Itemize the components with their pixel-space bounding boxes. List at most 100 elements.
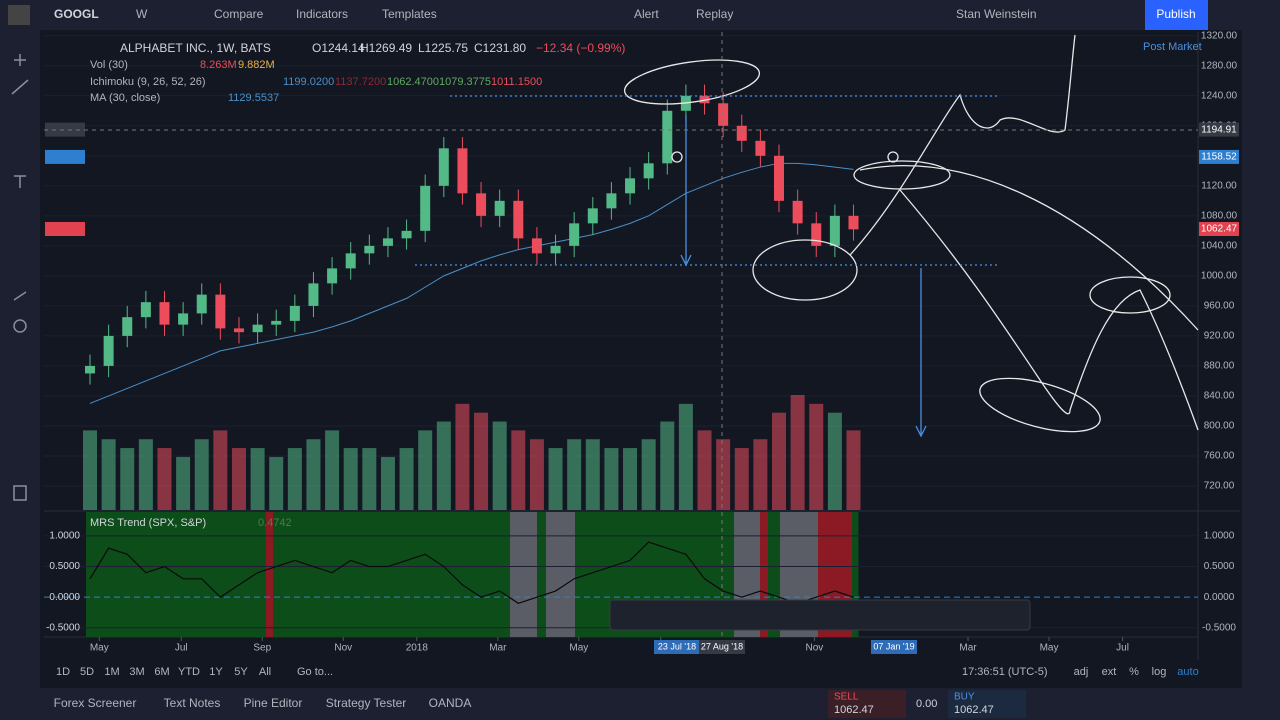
range-button[interactable]: All (259, 666, 271, 678)
avatar[interactable] (8, 5, 30, 25)
buy-label[interactable]: BUY (954, 692, 975, 703)
x-tick-label: Sep (253, 643, 271, 654)
study-value: 1062.4700 (387, 76, 439, 88)
study-value: 8.263M (200, 59, 237, 71)
range-buttons: 1D 5D 1M 3M 6M YTD 1Y 5Y All (56, 666, 271, 678)
ohlc-low: L1225.75 (418, 41, 468, 55)
scale-option[interactable]: log (1152, 666, 1167, 678)
publish-bg[interactable] (1145, 0, 1208, 30)
measure-tool[interactable] (13, 291, 27, 301)
panel-tab[interactable]: OANDA (429, 696, 472, 710)
sell-price[interactable]: 1062.47 (834, 704, 874, 716)
alert-button[interactable]: Alert (634, 7, 659, 21)
symbol[interactable]: GOOGL (54, 7, 99, 21)
range-button[interactable]: 1D (56, 666, 70, 678)
y-tick-label: 0.0000 (1204, 592, 1235, 603)
y-tick-label: 1080.00 (1201, 210, 1238, 221)
volume-bar (306, 439, 321, 510)
neutral-shading (510, 512, 537, 637)
y-tick-label: 1240.00 (1201, 90, 1238, 101)
text-tool[interactable] (14, 175, 26, 188)
left-toolbar (0, 30, 40, 690)
trash-tool[interactable] (13, 485, 27, 501)
y-tick-label: 1.0000 (1204, 531, 1235, 542)
ellipse (979, 377, 1101, 433)
zoom-tool[interactable] (13, 319, 27, 333)
volume-bar (678, 403, 693, 510)
range-button[interactable]: 6M (154, 666, 169, 678)
drawings (623, 34, 1199, 433)
scale-option[interactable]: auto (1177, 666, 1198, 678)
panel-tab[interactable]: Text Notes (164, 696, 221, 710)
volume-bar (83, 430, 97, 510)
range-button[interactable]: 3M (129, 666, 144, 678)
candle-body (569, 223, 580, 246)
panel-tab[interactable]: Pine Editor (244, 696, 303, 710)
post-market[interactable]: Post Market (1143, 41, 1202, 53)
scale-option[interactable]: % (1129, 666, 1139, 678)
volume-bar (548, 448, 563, 510)
volume-bar (436, 421, 451, 510)
symbol-title: ALPHABET INC., 1W, BATS (120, 41, 271, 55)
y-tick-label: 840.00 (1204, 391, 1235, 402)
range-button[interactable]: YTD (178, 666, 200, 678)
candle-body (401, 230, 412, 239)
y-tick-label: 0.5000 (1204, 561, 1235, 572)
range-button[interactable]: 5Y (234, 666, 248, 678)
range-button[interactable]: 1Y (209, 666, 223, 678)
sell-box[interactable] (828, 690, 906, 718)
volume-bar (734, 448, 749, 510)
indicators-button[interactable]: Indicators (296, 7, 348, 21)
compare-button[interactable]: Compare (214, 7, 264, 21)
candle-body (215, 294, 226, 329)
goto-button[interactable]: Go to... (297, 666, 333, 678)
handle[interactable] (671, 151, 683, 163)
volume-bar (809, 403, 824, 510)
price-badge: 1158.52 (1201, 152, 1237, 163)
publish-button[interactable]: Publish (1156, 7, 1195, 21)
handle[interactable] (887, 151, 899, 163)
scale-option[interactable]: ext (1102, 666, 1117, 678)
buy-price[interactable]: 1062.47 (954, 704, 994, 716)
scale-option[interactable]: adj (1074, 666, 1089, 678)
volume-bar (790, 395, 805, 510)
volume-bar (455, 403, 470, 510)
ohlc-close: C1231.80 (474, 41, 526, 55)
study-name: Ichimoku (9, 26, 52, 26) (90, 76, 206, 88)
candle-body (364, 245, 375, 254)
volume-bar (511, 430, 526, 510)
candle-body (308, 283, 319, 306)
interval[interactable]: W (136, 7, 148, 21)
crosshair-tool[interactable] (14, 54, 26, 66)
candle-body (513, 200, 524, 239)
layout-name[interactable]: Stan Weinstein (956, 7, 1037, 21)
x-tick-label: Nov (805, 643, 823, 654)
candle-body (792, 200, 803, 224)
study-value: 0.4742 (258, 517, 292, 529)
replay-button[interactable]: Replay (696, 7, 733, 21)
study-value: 1079.3775 (439, 76, 491, 88)
volume-bar (287, 448, 302, 510)
range-button[interactable]: 5D (80, 666, 94, 678)
range-button[interactable]: 1M (104, 666, 119, 678)
volume-bar (660, 421, 675, 510)
panel-tab[interactable]: Strategy Tester (326, 696, 406, 710)
x-tick-label: Mar (489, 643, 507, 654)
templates-button[interactable]: Templates (382, 7, 437, 21)
line-tool[interactable] (11, 79, 29, 95)
volume-bar (269, 456, 284, 510)
drawing-tools (11, 54, 29, 501)
drawing-toolbar[interactable] (609, 599, 1031, 631)
volume-bar (623, 448, 638, 510)
scribble (859, 165, 1199, 331)
candle-body (699, 95, 710, 104)
volume-bar (772, 412, 787, 510)
x-tick-label: May (569, 643, 588, 654)
buy-box[interactable] (948, 690, 1026, 718)
y-tick-label: -0.5000 (1202, 622, 1236, 633)
sell-label[interactable]: SELL (834, 692, 859, 703)
volume-bar (846, 430, 861, 510)
candle-body (811, 223, 822, 246)
volume-bar (250, 448, 265, 510)
panel-tab[interactable]: Forex Screener (54, 696, 137, 710)
